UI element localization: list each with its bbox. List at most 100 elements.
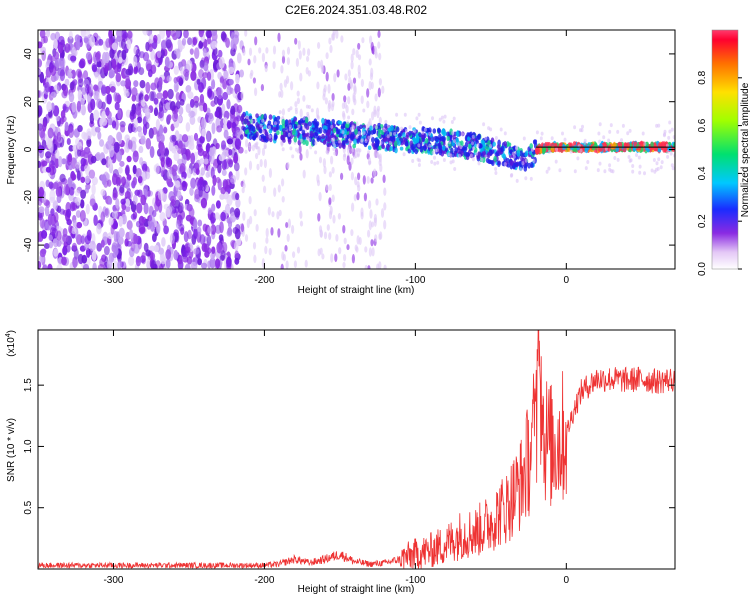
spectrogram-cell (316, 174, 320, 183)
spectrogram-cell (374, 143, 379, 149)
spectrogram-cell (226, 120, 232, 130)
spectrogram-cell (244, 167, 248, 176)
spectrogram-cell (296, 149, 300, 154)
spectrogram-cell (72, 256, 78, 269)
spectrogram-cell (175, 30, 181, 39)
spectrogram-cell (335, 234, 339, 242)
spectrogram-cell (156, 50, 162, 59)
spectrogram-cell (576, 156, 580, 161)
spectrogram-cell (368, 199, 372, 210)
spectrogram-cell (313, 118, 318, 125)
spectrogram-cell (506, 141, 510, 148)
spectrogram-cell (477, 161, 481, 166)
spectrogram-cell (381, 85, 385, 94)
spectrogram-cell (255, 113, 259, 118)
spectrogram-cell (111, 210, 119, 219)
spectrogram-cell (54, 51, 60, 60)
spectrogram-cell (331, 194, 335, 203)
spectrogram-cell (352, 77, 357, 84)
colorbar-label: Normalized spectral amplitude (740, 82, 750, 217)
spectrogram-cell (373, 150, 377, 159)
spectrogram-cell (255, 223, 259, 232)
spectrogram-cell (412, 137, 417, 144)
spectrogram-cell (163, 225, 169, 235)
spectrogram-cell (344, 73, 348, 81)
spectrogram-cell (422, 144, 427, 151)
spectrogram-cell (317, 41, 321, 50)
spectrogram-cell (250, 119, 254, 124)
spectrogram-cell (626, 131, 630, 136)
spectrogram-cell (92, 262, 97, 269)
spectrogram-cell (302, 169, 306, 179)
spectrogram-cell (91, 176, 98, 186)
spectrogram-cell (253, 143, 257, 148)
spectrogram-y-tick-label: -40 (23, 237, 34, 252)
spectrogram-cell (379, 141, 383, 146)
spectrogram-cell (160, 134, 165, 143)
spectrogram-cell (124, 190, 131, 200)
spectrogram-cell (187, 37, 193, 46)
spectrogram-cell (519, 167, 523, 172)
spectrogram-cell (52, 200, 58, 210)
spectrogram-cell (114, 101, 120, 111)
spectrogram-cell (272, 60, 276, 70)
spectrogram-cell (657, 147, 662, 153)
spectrogram-cell (378, 78, 382, 86)
spectrogram-cell (39, 217, 45, 229)
spectrogram-cell (281, 195, 285, 203)
spectrogram-cell (142, 30, 149, 36)
spectrogram-cell (53, 212, 59, 223)
spectrogram-cell (98, 38, 104, 46)
spectrogram-cell (293, 136, 298, 143)
spectrogram-cell (121, 49, 127, 61)
spectrogram-cell (38, 90, 41, 98)
spectrogram-cell (299, 153, 303, 161)
spectrogram-cell (187, 229, 192, 240)
colorbar-gradient (712, 30, 738, 269)
spectrogram-cell (317, 60, 321, 69)
spectrogram-cell (81, 131, 87, 140)
spectrogram-cell (539, 136, 543, 141)
spectrogram-cell (350, 53, 354, 63)
spectrogram-cell (59, 117, 65, 125)
spectrogram-cell (166, 176, 173, 186)
spectrogram-cell (230, 174, 237, 185)
spectrogram-cell (586, 160, 590, 164)
snr-y-tick-label: 1.0 (23, 439, 34, 453)
spectrogram-cell (198, 82, 204, 93)
spectrogram-cell (244, 234, 249, 242)
spectrogram-cell (299, 72, 303, 82)
spectrogram-cell (130, 213, 137, 220)
spectrogram-cell (188, 110, 195, 119)
spectrogram-cell (91, 183, 96, 196)
spectrogram-cell (54, 57, 62, 68)
colorbar: 0.0 0.2 0.4 0.6 0.8 Normalized spectral ampl… (697, 29, 750, 276)
spectrogram-cell (136, 126, 142, 133)
spectrogram-cell (389, 146, 394, 152)
spectrogram-cell (93, 214, 98, 227)
spectrogram-cell (59, 208, 66, 215)
spectrogram-cell (181, 144, 186, 155)
spectrogram-cell (53, 248, 59, 257)
spectrogram-cell (242, 182, 246, 189)
svg-text:(x104): (x104) (5, 330, 17, 357)
spectrogram-cell (174, 180, 181, 188)
spectrogram-cell (244, 149, 248, 154)
spectrogram-cell (44, 81, 50, 93)
spectrogram-cell (309, 130, 314, 137)
spectrogram-cell (304, 116, 309, 124)
spectrogram-cells (38, 30, 675, 269)
spectrogram-cell (373, 168, 377, 177)
spectrogram-cell (196, 226, 202, 235)
spectrogram-cell (244, 30, 248, 37)
spectrogram-cell (124, 198, 131, 207)
spectrogram-cell (211, 122, 216, 135)
spectrogram-cell (421, 130, 425, 135)
spectrogram-cell (503, 141, 508, 147)
spectrogram-cell (81, 87, 87, 95)
spectrogram-cell (335, 30, 339, 39)
snr-x-tick-label: 0 (564, 575, 570, 586)
spectrogram-cell (68, 224, 73, 234)
spectrogram-cell (202, 48, 207, 57)
spectrogram-cell (176, 76, 182, 83)
